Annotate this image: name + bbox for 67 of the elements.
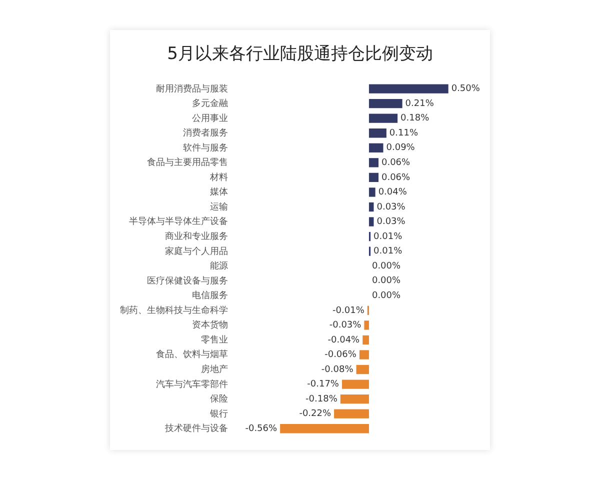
data-label: 0.01% xyxy=(374,232,403,242)
y-tick-label: 医疗保健设备与服务 xyxy=(147,275,228,286)
y-tick-label: 运输 xyxy=(210,201,228,212)
data-label: 0.01% xyxy=(374,246,403,257)
data-label: 0.11% xyxy=(389,128,418,138)
data-label: -0.56% xyxy=(245,424,278,434)
data-label: 0.00% xyxy=(372,290,402,301)
y-tick-label: 家庭与个人用品 xyxy=(165,246,228,256)
y-tick-label: 银行 xyxy=(209,408,228,418)
data-label: 0.18% xyxy=(400,114,430,124)
y-tick-label: 保险 xyxy=(210,394,228,404)
data-label: 0.06% xyxy=(381,158,411,168)
data-label: 0.03% xyxy=(376,217,406,228)
data-label: 0.09% xyxy=(386,143,416,154)
y-tick-label: 软件与服务 xyxy=(183,142,228,152)
data-label: 0.50% xyxy=(451,84,480,94)
bar xyxy=(368,143,384,152)
data-label: 0.00% xyxy=(372,276,402,286)
data-label: -0.08% xyxy=(321,364,354,375)
bar xyxy=(364,320,369,330)
bar xyxy=(368,202,374,212)
bar xyxy=(356,364,369,374)
data-label: -0.22% xyxy=(299,409,332,420)
y-tick-label: 资本货物 xyxy=(192,320,228,330)
bar xyxy=(368,158,378,168)
chart-title: 5月以来各行业陆股通持仓比例变动 xyxy=(166,43,434,65)
y-tick-label: 食品与主要用品零售 xyxy=(147,157,228,168)
bar xyxy=(368,98,402,108)
data-label: -0.03% xyxy=(329,320,362,331)
data-label: 0.21% xyxy=(405,98,434,109)
y-tick-label: 电信服务 xyxy=(192,290,228,300)
y-tick-label: 消费者服务 xyxy=(183,128,228,138)
bar xyxy=(280,424,369,434)
data-label: -0.06% xyxy=(324,350,357,360)
y-tick-label: 公用事业 xyxy=(192,112,228,123)
data-label: 0.04% xyxy=(378,188,408,198)
data-label: -0.04% xyxy=(328,335,360,346)
data-label: 0.03% xyxy=(376,202,406,212)
y-tick-label: 媒体 xyxy=(210,186,228,197)
y-tick-label: 能源 xyxy=(210,260,228,271)
data-label: -0.18% xyxy=(306,394,338,404)
bar xyxy=(342,380,369,389)
bar xyxy=(362,335,369,345)
y-tick-label: 食品、饮料与烟草 xyxy=(156,349,228,360)
data-label: 0.06% xyxy=(381,172,411,183)
data-label: -0.01% xyxy=(332,306,365,316)
bar xyxy=(368,114,398,123)
y-tick-label: 技术硬件与设备 xyxy=(164,423,228,434)
bar xyxy=(368,188,376,197)
bar xyxy=(334,409,369,418)
y-tick-label: 零售业 xyxy=(201,334,228,344)
y-tick-label: 商业和专业服务 xyxy=(165,231,228,242)
y-tick-label: 半导体与半导体生产设备 xyxy=(129,216,228,226)
bar xyxy=(340,394,369,404)
bar xyxy=(368,128,386,138)
y-tick-label: 房地产 xyxy=(201,364,228,374)
y-tick-label: 材料 xyxy=(209,172,228,182)
y-tick-label: 多元金融 xyxy=(192,98,228,108)
y-tick-label: 汽车与汽车零部件 xyxy=(156,378,228,389)
bar xyxy=(368,172,378,182)
data-label: -0.17% xyxy=(307,380,340,390)
y-tick-label: 耐用消费品与服装 xyxy=(156,83,228,94)
bar xyxy=(359,350,369,360)
data-label: 0.00% xyxy=(372,261,402,272)
bar xyxy=(368,217,374,226)
bar xyxy=(368,84,448,94)
y-tick-label: 制药、生物科技与生命科学 xyxy=(120,304,228,315)
